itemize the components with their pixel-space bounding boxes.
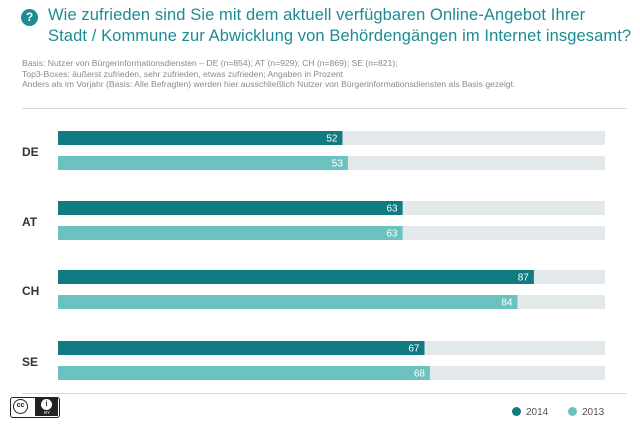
bar-de-2013 [58, 156, 348, 170]
value-label-de-2014: 52 [326, 134, 338, 145]
legend-dot-icon [512, 407, 521, 416]
cc-icon: cc [13, 399, 28, 414]
basis-line-3: Anders als im Vorjahr (Basis: Alle Befra… [22, 79, 516, 89]
cc-by-license-icon: cc i BY [10, 397, 60, 418]
attribution-icon: i [41, 399, 52, 410]
category-label-at: AT [22, 215, 38, 229]
value-label-se-2013: 68 [414, 369, 426, 380]
title-line-1: Wie zufrieden sind Sie mit dem aktuell v… [48, 6, 586, 24]
bar-se-2013 [58, 366, 430, 380]
divider [22, 108, 627, 109]
value-label-at-2013: 63 [386, 229, 398, 240]
bar-ch-2014 [58, 270, 534, 284]
legend-label: 2013 [582, 407, 605, 418]
bar-at-2014 [58, 201, 403, 215]
category-label-de: DE [22, 145, 39, 159]
value-label-at-2014: 63 [386, 204, 398, 215]
category-label-ch: CH [22, 284, 39, 298]
legend-dot-icon [568, 407, 577, 416]
legend-2013: 2013 [568, 407, 604, 418]
legend-2014: 2014 [512, 407, 548, 418]
value-label-se-2014: 67 [408, 344, 420, 355]
question-icon: ? [21, 9, 38, 26]
bar-se-2014 [58, 341, 425, 355]
value-label-de-2013: 53 [332, 159, 344, 170]
basis-line-2: Top3-Boxes: äußerst zufrieden, sehr zufr… [22, 68, 344, 79]
legend-label: 2014 [526, 407, 549, 418]
chart-title: Wie zufrieden sind Sie mit dem aktuell v… [48, 5, 633, 47]
basis-line-1: Basis: Nutzer von Bürgerinformationsdien… [22, 58, 398, 68]
basis-note: Basis: Nutzer von Bürgerinformationsdien… [22, 58, 632, 90]
category-label-se: SE [22, 355, 38, 369]
bar-de-2014 [58, 131, 343, 145]
divider-bottom [22, 393, 627, 394]
bar-at-2013 [58, 226, 403, 240]
bar-ch-2013 [58, 295, 518, 309]
value-label-ch-2013: 84 [501, 298, 513, 309]
by-label: BY [43, 410, 50, 415]
title-line-2: Stadt / Kommune zur Abwicklung von Behör… [48, 27, 632, 45]
value-label-ch-2014: 87 [518, 273, 530, 284]
